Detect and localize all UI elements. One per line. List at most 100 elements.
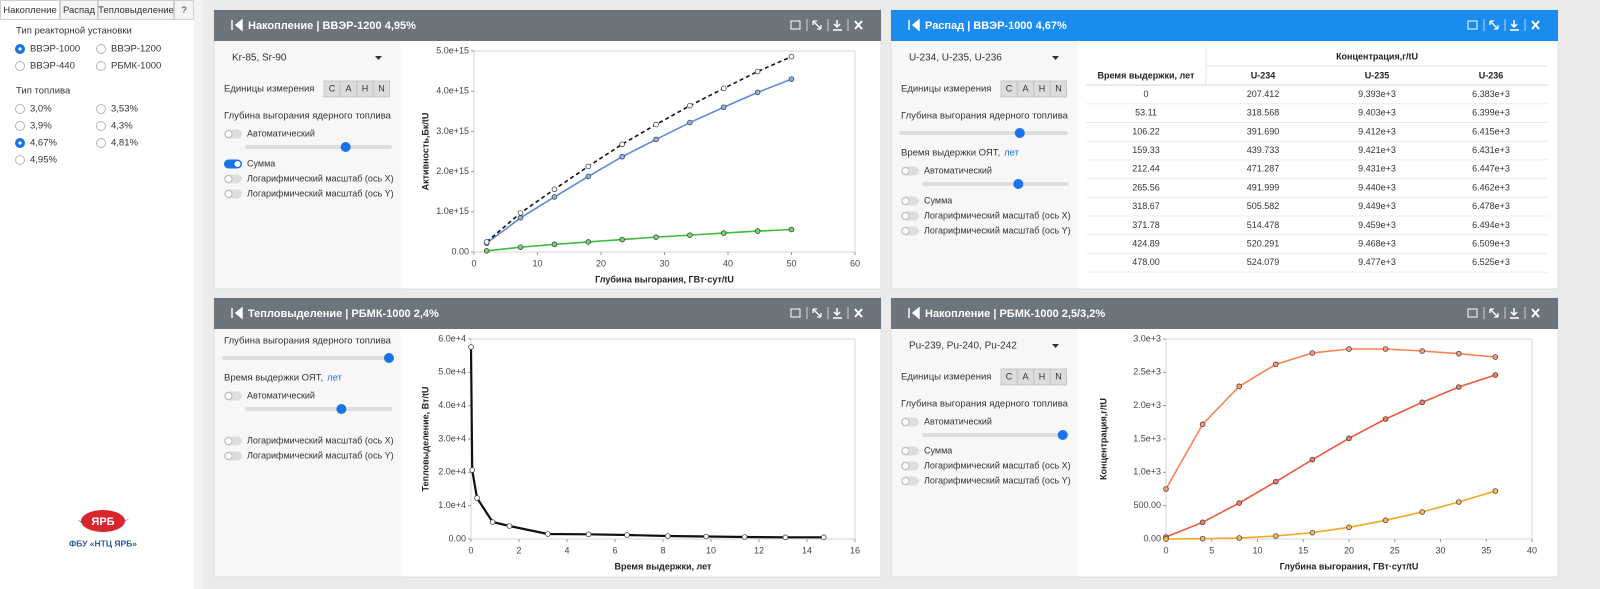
unit-button-label[interactable]: H: [1039, 83, 1046, 93]
close-icon[interactable]: [1531, 20, 1540, 30]
collapse-icon[interactable]: [231, 306, 243, 320]
radio[interactable]: [96, 61, 106, 71]
close-icon[interactable]: [854, 308, 863, 318]
tab[interactable]: [98, 0, 174, 20]
unit-link[interactable]: лет: [1004, 148, 1020, 159]
radio[interactable]: [96, 104, 106, 114]
toggle-knob[interactable]: [901, 227, 910, 235]
table-icon[interactable]: [790, 308, 801, 318]
slider-knob[interactable]: [1013, 179, 1024, 189]
toggle-knob[interactable]: [233, 160, 242, 168]
expand-icon[interactable]: [812, 20, 822, 30]
slider-knob[interactable]: [1057, 430, 1068, 440]
toggle-label[interactable]: Логарифмический масштаб (ось Y): [247, 188, 394, 198]
radio-label[interactable]: 3,53%: [111, 104, 138, 115]
unit-button-label[interactable]: H: [362, 83, 369, 93]
table-icon[interactable]: [1467, 308, 1478, 318]
toggle-label[interactable]: Автоматический: [247, 128, 315, 138]
unit-button-label[interactable]: A: [1022, 83, 1028, 93]
tab-label[interactable]: Распад: [63, 5, 95, 16]
table-icon[interactable]: [1467, 20, 1478, 30]
toggle-label[interactable]: Автоматический: [924, 165, 992, 175]
tab-label[interactable]: Тепловыделение: [98, 5, 174, 16]
toggle-knob[interactable]: [901, 447, 910, 455]
radio[interactable]: [15, 61, 25, 71]
radio-label[interactable]: ВВЭР-1200: [111, 44, 161, 55]
unit-button-label[interactable]: H: [1039, 371, 1046, 381]
radio-label[interactable]: 4,81%: [111, 138, 138, 149]
slider-knob[interactable]: [336, 404, 347, 414]
toggle-label[interactable]: Логарифмический масштаб (ось X): [247, 173, 394, 183]
radio-label[interactable]: 3,9%: [30, 121, 52, 132]
toggle-label[interactable]: Автоматический: [247, 390, 315, 400]
dropdown[interactable]: Kr-85, Sr-90: [232, 53, 287, 64]
radio-label[interactable]: 4,3%: [111, 121, 133, 132]
tab-label[interactable]: Накопление: [3, 5, 57, 16]
unit-button-label[interactable]: A: [345, 83, 351, 93]
radio-label[interactable]: 4,95%: [30, 155, 57, 166]
dropdown-caret[interactable]: [375, 56, 382, 60]
toggle-knob[interactable]: [224, 392, 233, 400]
toggle-label[interactable]: Сумма: [247, 158, 275, 168]
tab[interactable]: [0, 0, 60, 20]
toggle-label[interactable]: Логарифмический масштаб (ось Y): [247, 450, 394, 460]
unit-button-label[interactable]: A: [1022, 371, 1028, 381]
toggle-label[interactable]: Логарифмический масштаб (ось X): [924, 460, 1071, 470]
radio-label[interactable]: 3,0%: [30, 104, 52, 115]
toggle-label[interactable]: Сумма: [924, 195, 952, 205]
toggle-knob[interactable]: [224, 175, 233, 183]
download-icon[interactable]: [833, 20, 842, 31]
download-icon[interactable]: [833, 308, 842, 319]
unit-button-label[interactable]: C: [329, 83, 336, 93]
dropdown[interactable]: Pu-239, Pu-240, Pu-242: [909, 341, 1017, 352]
expand-icon[interactable]: [812, 308, 822, 318]
radio[interactable]: [15, 155, 25, 165]
unit-button-label[interactable]: N: [1055, 371, 1062, 381]
expand-icon[interactable]: [1489, 20, 1499, 30]
collapse-icon[interactable]: [908, 306, 920, 320]
download-icon[interactable]: [1510, 20, 1519, 31]
radio[interactable]: [15, 104, 25, 114]
slider-knob[interactable]: [384, 353, 394, 363]
unit-button[interactable]: [1050, 368, 1067, 386]
toggle-label[interactable]: Сумма: [924, 445, 952, 455]
unit-link[interactable]: лет: [327, 373, 343, 384]
dropdown[interactable]: U-234, U-235, U-236: [909, 53, 1002, 64]
tab-label[interactable]: ?: [181, 5, 186, 16]
toggle-label[interactable]: Логарифмический масштаб (ось X): [924, 210, 1071, 220]
toggle-knob[interactable]: [901, 197, 910, 205]
table-icon[interactable]: [790, 20, 801, 30]
download-icon[interactable]: [1510, 308, 1519, 319]
tab[interactable]: [60, 0, 98, 20]
radio[interactable]: [15, 121, 25, 131]
unit-button-label[interactable]: N: [1055, 83, 1062, 93]
toggle-label[interactable]: Автоматический: [924, 416, 992, 426]
unit-button-label[interactable]: C: [1006, 371, 1013, 381]
radio[interactable]: [96, 138, 106, 148]
dropdown-caret[interactable]: [1052, 344, 1059, 348]
close-icon[interactable]: [1531, 308, 1540, 318]
toggle-knob[interactable]: [901, 167, 910, 175]
slider-knob[interactable]: [1014, 128, 1025, 138]
toggle-knob[interactable]: [224, 190, 233, 198]
toggle-knob[interactable]: [224, 437, 233, 445]
slider-knob[interactable]: [340, 142, 351, 152]
tab[interactable]: [174, 0, 194, 20]
close-icon[interactable]: [854, 20, 863, 30]
toggle-knob[interactable]: [901, 462, 910, 470]
radio-label[interactable]: РБМК-1000: [111, 61, 161, 72]
unit-button-label[interactable]: N: [378, 83, 385, 93]
toggle-knob[interactable]: [224, 452, 233, 460]
collapse-icon[interactable]: [908, 18, 920, 32]
toggle-knob[interactable]: [901, 212, 910, 220]
toggle-knob[interactable]: [901, 418, 910, 426]
unit-button-label[interactable]: C: [1006, 83, 1013, 93]
collapse-icon[interactable]: [231, 18, 243, 32]
toggle-label[interactable]: Логарифмический масштаб (ось Y): [924, 225, 1071, 235]
radio-label[interactable]: ВВЭР-440: [30, 61, 75, 72]
unit-button[interactable]: [1050, 80, 1067, 98]
dropdown-caret[interactable]: [1052, 56, 1059, 60]
toggle-knob[interactable]: [901, 477, 910, 485]
radio-label[interactable]: ВВЭР-1000: [30, 44, 80, 55]
toggle-label[interactable]: Логарифмический масштаб (ось Y): [924, 475, 1071, 485]
